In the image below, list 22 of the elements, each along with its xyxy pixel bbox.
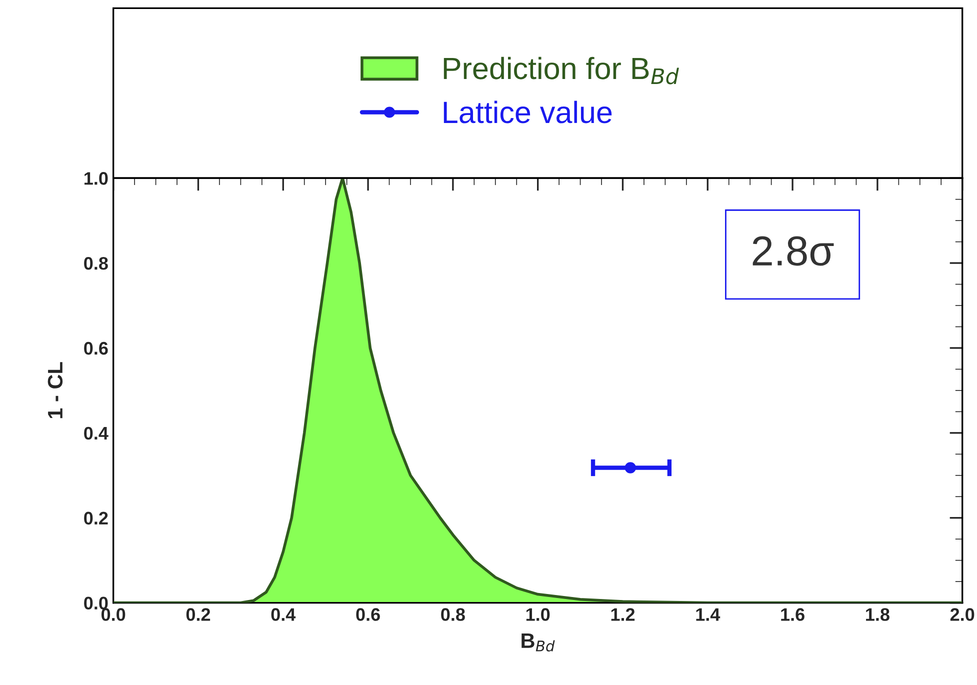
- x-axis-title: B$_{Bd}$: [522, 634, 555, 652]
- x-tick-label: 1.6: [781, 608, 804, 621]
- x-tick-label: 0.6: [356, 608, 380, 621]
- y-tick-label: 0.6: [84, 342, 108, 355]
- legend-label: Prediction for B$_{Bd}$: [444, 56, 679, 84]
- legend-label: Lattice value: [444, 100, 612, 124]
- x-tick-label: 0.0: [101, 608, 126, 621]
- x-tick-label: 1.2: [611, 608, 635, 621]
- y-tick-label: 0.4: [84, 426, 108, 440]
- y-tick-label: 1.0: [84, 172, 108, 185]
- y-tick-label: 0.0: [84, 596, 108, 610]
- y-axis-title: 1 - CL: [48, 362, 63, 418]
- x-tick-label: 2.0: [950, 608, 974, 621]
- x-tick-label: 1.4: [696, 608, 720, 621]
- annotation: 2.8σ: [752, 236, 834, 266]
- x-tick-label: 1.0: [526, 608, 550, 621]
- y-tick-label: 0.2: [84, 512, 108, 525]
- x-tick-label: 1.8: [866, 608, 890, 621]
- x-tick-label: 0.8: [441, 608, 465, 621]
- y-tick-label: 0.8: [84, 256, 108, 270]
- x-tick-label: 0.2: [186, 608, 210, 621]
- x-tick-label: 0.4: [271, 608, 296, 621]
